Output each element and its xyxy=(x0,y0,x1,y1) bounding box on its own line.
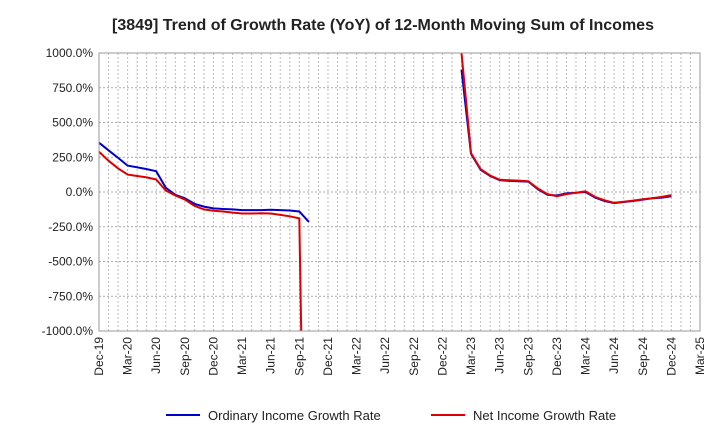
y-tick-label: -250.0% xyxy=(48,220,93,234)
x-tick-label: Mar-21 xyxy=(235,337,249,375)
plot-frame xyxy=(98,52,701,332)
x-tick-label: Mar-20 xyxy=(121,337,135,375)
x-tick-label: Jun-21 xyxy=(264,337,278,374)
x-tick-label: Mar-23 xyxy=(464,337,478,375)
net-income-line xyxy=(99,150,303,331)
x-tick-label: Dec-23 xyxy=(550,337,564,376)
x-tick-label: Sep-23 xyxy=(521,337,535,376)
y-tick-label: -1000.0% xyxy=(42,324,94,338)
chart-title: [3849] Trend of Growth Rate (YoY) of 12-… xyxy=(112,17,654,34)
x-tick-label: Mar-22 xyxy=(350,337,364,375)
series-lines xyxy=(99,53,672,331)
ordinary-income-line xyxy=(99,141,310,223)
x-tick-label: Dec-22 xyxy=(435,337,449,376)
x-tick-label: Jun-23 xyxy=(493,337,507,374)
x-tick-label: Jun-22 xyxy=(378,337,392,374)
x-tick-label: Sep-22 xyxy=(407,337,421,376)
legend: Ordinary Income Growth Rate Net Income Gr… xyxy=(166,408,616,423)
y-axis-ticks: 1000.0% 750.0% 500.0% 250.0% 0.0% -250.0% -500… xyxy=(42,46,94,338)
net-income-line xyxy=(460,53,672,204)
x-tick-label: Dec-24 xyxy=(664,337,678,376)
y-tick-label: 750.0% xyxy=(52,81,93,95)
legend-label: Net Income Growth Rate xyxy=(473,408,616,423)
y-tick-label: 250.0% xyxy=(52,150,93,164)
x-tick-label: Sep-24 xyxy=(636,337,650,376)
x-tick-label: Jun-20 xyxy=(149,337,163,374)
x-tick-label: Dec-19 xyxy=(92,337,106,376)
y-tick-label: 500.0% xyxy=(52,116,93,130)
x-tick-label: Sep-20 xyxy=(178,337,192,376)
x-tick-label: Jun-24 xyxy=(607,337,621,374)
grid-lines xyxy=(98,52,701,332)
y-tick-label: -500.0% xyxy=(48,255,93,269)
x-axis-ticks: Dec-19 Mar-20 Jun-20 Sep-20 Dec-20 Mar-21 Jun-… xyxy=(92,337,707,376)
x-tick-label: Sep-21 xyxy=(292,337,306,376)
y-tick-label: -750.0% xyxy=(48,289,93,303)
x-tick-label: Mar-24 xyxy=(579,337,593,375)
x-tick-label: Dec-21 xyxy=(321,337,335,376)
y-tick-label: 1000.0% xyxy=(46,46,94,60)
legend-label: Ordinary Income Growth Rate xyxy=(208,408,381,423)
x-tick-label: Dec-20 xyxy=(206,337,220,376)
x-tick-label: Mar-25 xyxy=(693,337,707,375)
y-tick-label: 0.0% xyxy=(66,185,94,199)
